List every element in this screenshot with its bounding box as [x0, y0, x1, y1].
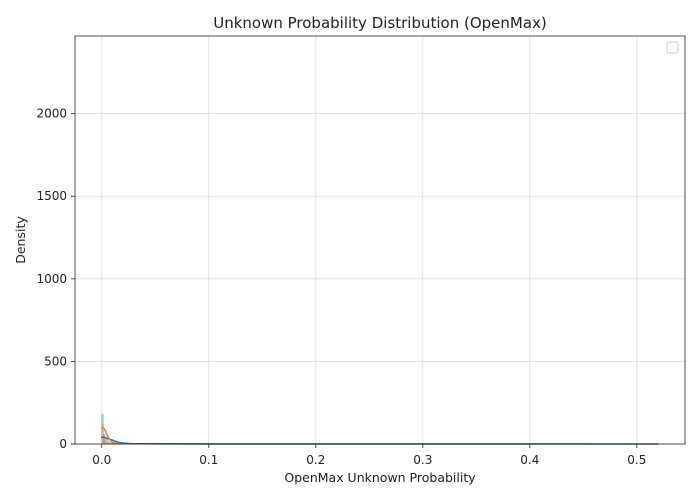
y-tick-label: 1500	[36, 189, 67, 203]
y-axis-label: Density	[13, 216, 28, 264]
y-tick-label: 2000	[36, 107, 67, 121]
y-tick-label: 0	[59, 437, 67, 451]
y-tick-label: 500	[44, 354, 67, 368]
chart-title: Unknown Probability Distribution (OpenMa…	[213, 14, 547, 32]
x-tick-label: 0.5	[627, 453, 646, 467]
kde-line-series-2	[100, 426, 122, 445]
y-tick-label: 1000	[36, 272, 67, 286]
axis-ticks: 0.0 0.1 0.2 0.3 0.4 0.5 0 500 1000 1500 2000	[36, 107, 646, 467]
legend-box	[666, 41, 679, 54]
x-tick-label: 0.3	[413, 453, 432, 467]
x-tick-label: 0.4	[520, 453, 539, 467]
plot-frame	[74, 35, 686, 445]
x-tick-label: 0.0	[92, 453, 111, 467]
histogram-bar-series-2	[103, 437, 106, 445]
x-tick-label: 0.1	[199, 453, 218, 467]
x-axis-label: OpenMax Unknown Probability	[284, 470, 476, 485]
x-tick-label: 0.2	[306, 453, 325, 467]
